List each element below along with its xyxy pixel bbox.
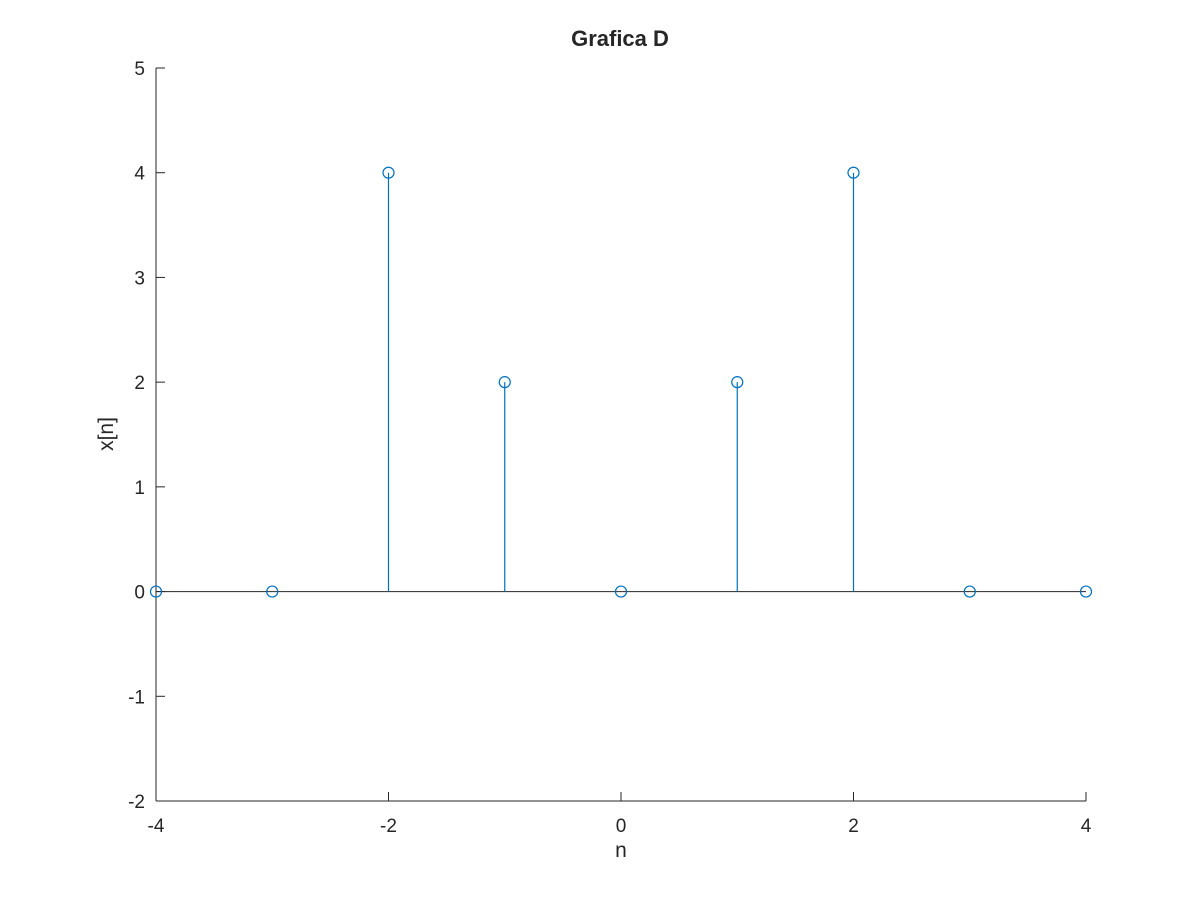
y-tick-label: 4: [134, 164, 145, 185]
stem-marker: [1079, 585, 1093, 598]
stem-marker: [847, 166, 860, 179]
stem-marker: [149, 585, 163, 598]
stem-marker: [498, 376, 511, 389]
x-axis-label: n: [615, 839, 627, 862]
y-tick-label: 5: [134, 59, 145, 80]
y-tick-label: -1: [128, 687, 145, 708]
y-tick-label: -2: [128, 792, 145, 813]
y-tick-label: 2: [134, 373, 145, 394]
stem-marker: [266, 585, 279, 598]
y-tick-label: 3: [134, 268, 145, 289]
x-tick-label: -4: [148, 816, 165, 837]
y-axis-label: x[n]: [95, 417, 118, 451]
y-tick-label: 1: [134, 478, 145, 499]
y-tick-label: 0: [134, 583, 145, 604]
stem-marker: [614, 585, 628, 598]
stem-marker: [963, 585, 976, 598]
stem-marker: [731, 376, 744, 389]
x-tick-label: -2: [380, 816, 397, 837]
x-tick-label: 4: [1081, 816, 1092, 837]
x-tick-label: 0: [616, 816, 627, 837]
stems: [149, 166, 1093, 598]
stem-marker: [382, 166, 395, 179]
x-tick-label: 2: [848, 816, 859, 837]
axes: [155, 68, 1086, 802]
chart-title: Grafica D: [571, 26, 669, 51]
